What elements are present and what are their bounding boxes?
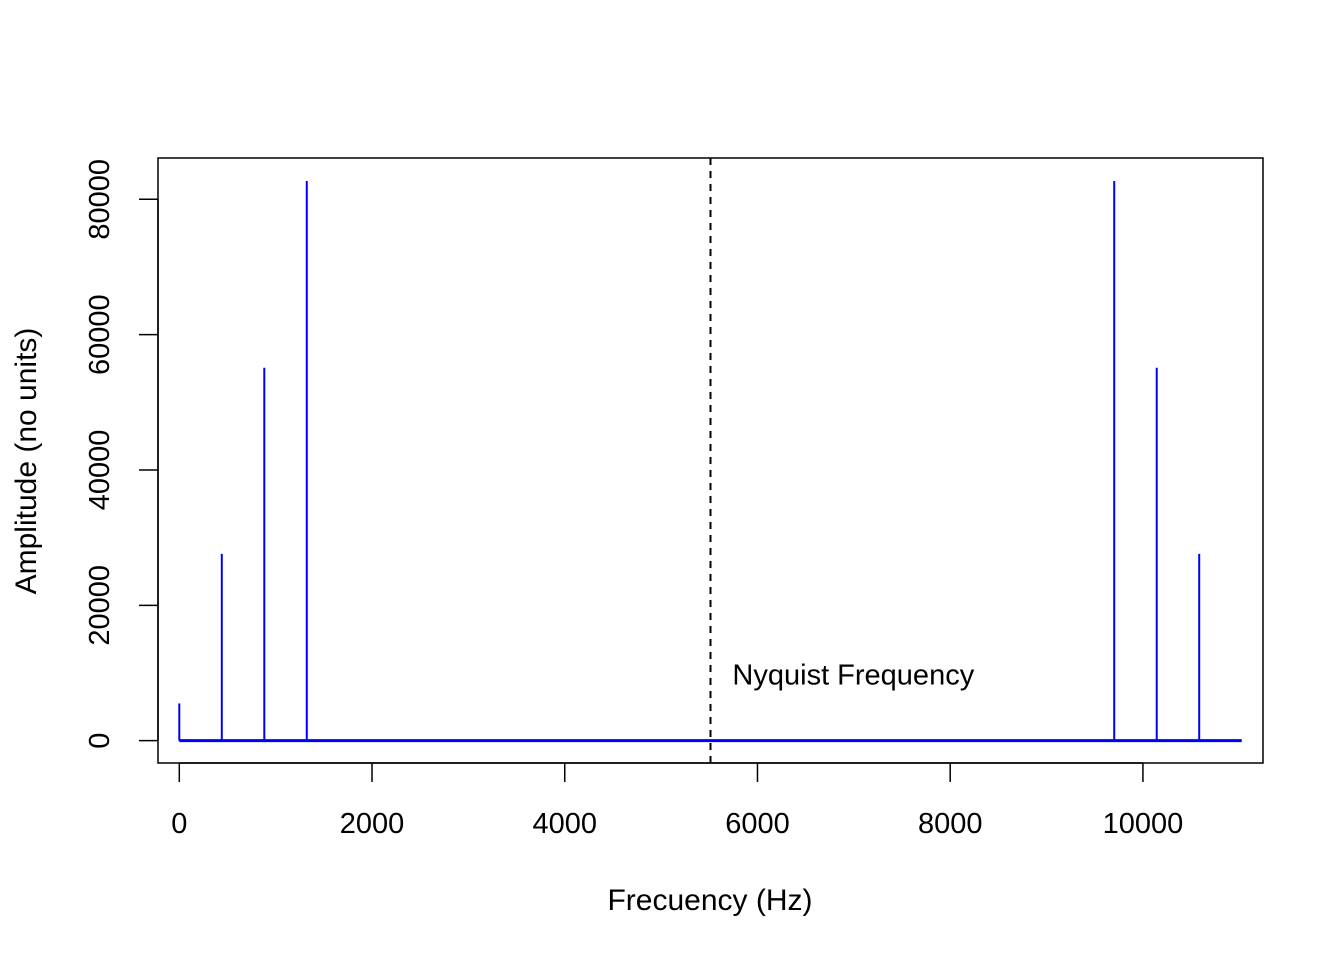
x-tick-label: 0: [171, 808, 187, 840]
x-tick-label: 10000: [1103, 808, 1184, 840]
y-axis: 0 20000 40000 60000 80000: [84, 159, 159, 749]
x-axis-title: Frecuency (Hz): [607, 884, 812, 917]
y-tick-label: 40000: [84, 430, 116, 511]
y-tick-label: 0: [84, 733, 116, 749]
y-tick-label: 60000: [84, 294, 116, 375]
nyquist-label: Nyquist Frequency: [732, 659, 974, 691]
x-tick-label: 4000: [532, 808, 597, 840]
y-tick-label: 20000: [84, 565, 116, 646]
y-axis-title: Amplitude (no units): [10, 328, 43, 595]
x-tick-label: 2000: [340, 808, 405, 840]
x-axis: 0 2000 4000 6000 8000 10000: [171, 762, 1184, 840]
plot-area: Nyquist Frequency: [178, 158, 1242, 763]
plot-frame: [157, 157, 1264, 764]
x-tick-label: 8000: [918, 808, 983, 840]
x-tick-label: 6000: [725, 808, 790, 840]
y-tick-label: 80000: [84, 159, 116, 240]
